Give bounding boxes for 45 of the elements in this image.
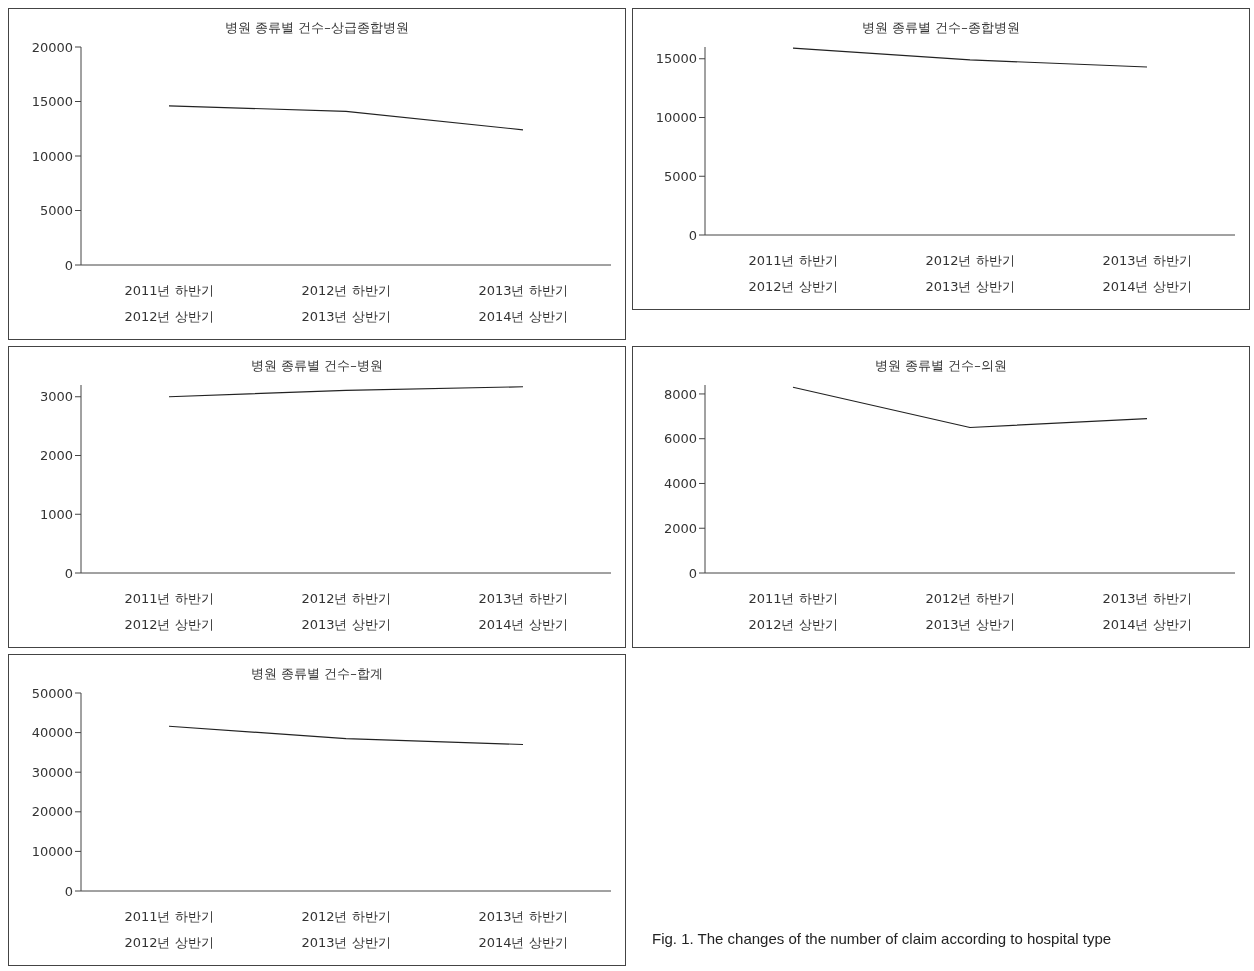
- y-tick-label: 6000: [663, 431, 697, 447]
- x-tick-label: 2013년 하반기 2014년 상반기: [478, 283, 568, 324]
- caption: Fig. 1. The changes of the number of claim according to hospital type: [652, 930, 1113, 947]
- chart-title: 병원 종류별 건수–합계: [250, 665, 384, 683]
- y-tick-label: 40000: [31, 725, 73, 741]
- y-tick-label: 15000: [31, 94, 73, 110]
- y-tick-label: 8000: [663, 386, 697, 402]
- chart-title: 병원 종류별 건수–상급종합병원: [224, 19, 410, 37]
- x-tick-label: 2013년 하반기 2014년 상반기: [1102, 591, 1192, 632]
- chart-title: 병원 종류별 건수–병원: [250, 357, 384, 375]
- y-tick-label: 0: [688, 565, 697, 581]
- x-tick-label: 2012년 하반기 2013년 상반기: [301, 591, 391, 632]
- y-tick-label: 5000: [39, 203, 73, 219]
- x-tick-label: 2011년 하반기 2012년 상반기: [748, 591, 838, 632]
- y-tick-label: 2000: [39, 448, 73, 464]
- chart-title: 병원 종류별 건수–의원: [874, 357, 1008, 375]
- y-tick-label: 20000: [31, 804, 73, 820]
- chart-title: 병원 종류별 건수–종합병원: [861, 19, 1021, 37]
- x-tick-label: 2013년 하반기 2014년 상반기: [478, 909, 568, 950]
- y-tick-label: 20000: [31, 39, 73, 55]
- x-tick-label: 2012년 하반기 2013년 상반기: [925, 253, 1015, 294]
- y-tick-label: 10000: [31, 844, 73, 860]
- y-tick-label: 0: [64, 883, 73, 899]
- x-tick-label: 2012년 하반기 2013년 상반기: [301, 909, 391, 950]
- y-tick-label: 1000: [39, 506, 73, 522]
- y-tick-label: 10000: [655, 110, 697, 126]
- y-tick-label: 2000: [663, 520, 697, 536]
- y-tick-label: 4000: [663, 476, 697, 492]
- x-tick-label: 2012년 하반기 2013년 상반기: [301, 283, 391, 324]
- x-tick-label: 2011년 하반기 2012년 상반기: [124, 283, 214, 324]
- x-tick-label: 2012년 하반기 2013년 상반기: [925, 591, 1015, 632]
- y-tick-label: 0: [64, 565, 73, 581]
- y-tick-label: 10000: [31, 148, 73, 164]
- y-tick-label: 5000: [663, 168, 697, 184]
- x-tick-label: 2011년 하반기 2012년 상반기: [124, 591, 214, 632]
- y-tick-label: 15000: [655, 51, 697, 67]
- x-tick-label: 2013년 하반기 2014년 상반기: [478, 591, 568, 632]
- x-tick-label: 2011년 하반기 2012년 상반기: [748, 253, 838, 294]
- y-tick-label: 30000: [31, 764, 73, 780]
- y-tick-label: 0: [688, 227, 697, 243]
- x-tick-label: 2011년 하반기 2012년 상반기: [124, 909, 214, 950]
- y-tick-label: 50000: [31, 685, 73, 701]
- x-tick-label: 2013년 하반기 2014년 상반기: [1102, 253, 1192, 294]
- y-tick-label: 3000: [39, 389, 73, 405]
- y-tick-label: 0: [64, 257, 73, 273]
